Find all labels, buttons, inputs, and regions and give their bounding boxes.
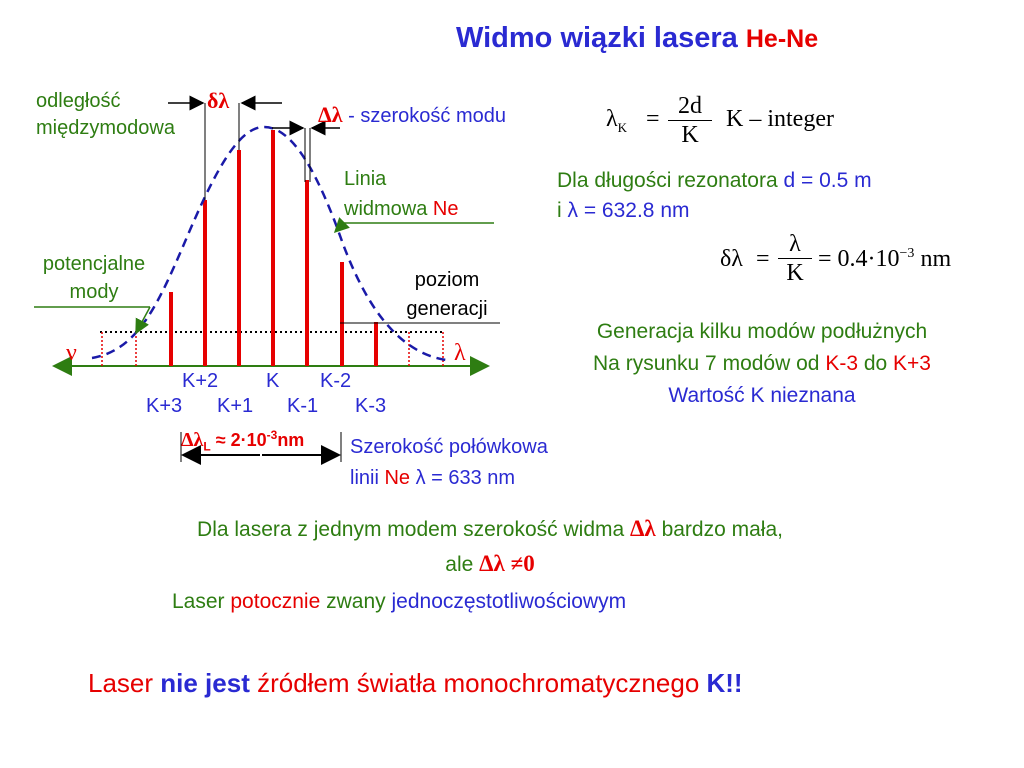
formula1-fraction: 2d K bbox=[668, 92, 712, 149]
mode-width-text: - szerokość modu bbox=[342, 105, 506, 127]
ne-line-label-line1: Linia bbox=[344, 168, 387, 190]
formula1-lhs-sub: K bbox=[617, 119, 628, 135]
formula2-num: λ bbox=[778, 230, 812, 259]
laser-line-accent: potocznie bbox=[230, 590, 321, 613]
ne-line-label-accent: Ne bbox=[432, 198, 459, 220]
mode-label: K-3 bbox=[355, 395, 387, 417]
mode-spacing-label-line1: odległość bbox=[36, 90, 121, 112]
formula2-lhs: δλ bbox=[720, 246, 743, 272]
single-mode-line1-prefix: Dla lasera z jednym modem szerokość widm… bbox=[197, 518, 631, 541]
ne-line-label-line2: widmowa bbox=[344, 198, 433, 220]
mode-label: K bbox=[266, 370, 280, 392]
mode-spacing-label: odległość międzymodowa bbox=[36, 88, 175, 142]
generation-line3: Wartość K nieznana bbox=[668, 384, 856, 407]
mode-label: K+1 bbox=[217, 395, 254, 417]
generation-line2-to: K+3 bbox=[893, 352, 931, 375]
formula2-fraction: λ K bbox=[778, 230, 812, 287]
formula2-den: K bbox=[786, 260, 804, 286]
halfwidth-label: Szerokość połówkowa linii Ne λ = 633 nm bbox=[350, 432, 548, 494]
conclusion-end: K!! bbox=[706, 668, 743, 698]
halfwidth-line2-accent: Ne bbox=[384, 467, 411, 489]
single-mode-line1-suffix: bardzo mała, bbox=[655, 518, 783, 541]
conclusion-bold: nie jest bbox=[160, 668, 250, 698]
ne-gain-curve bbox=[91, 125, 447, 362]
formula2-unit: nm bbox=[914, 246, 952, 272]
linewidth-unit: nm bbox=[277, 430, 305, 450]
generation-line1: Generacja kilku modów podłużnych bbox=[596, 320, 928, 343]
halfwidth-line1: Szerokość połówkowa bbox=[350, 436, 548, 458]
formula2-rhs: = 0.4·10 bbox=[818, 246, 900, 272]
formula2-eq: = bbox=[756, 246, 770, 272]
mode-label: K-2 bbox=[320, 370, 352, 392]
title-text: Widmo wiązki lasera bbox=[456, 22, 738, 54]
resonator-line1-value: d = 0.5 m bbox=[783, 169, 872, 192]
generation-level-label: poziom generacji bbox=[390, 266, 504, 324]
mode-spacing-label-line2: międzymodowa bbox=[36, 117, 175, 139]
lambda-symbol: λ bbox=[454, 340, 466, 366]
resonator-line1-prefix: Dla długości rezonatora bbox=[557, 169, 784, 192]
mode-width-symbol: Δλ bbox=[318, 102, 343, 127]
conclusion-rest: źródłem światła monochromatycznego bbox=[249, 668, 707, 698]
ne-line-label: Linia widmowa Ne bbox=[344, 164, 459, 224]
formula1-note: K – integer bbox=[726, 106, 834, 132]
potential-modes-line1: potencjalne bbox=[42, 253, 146, 275]
nu-symbol: ν bbox=[66, 340, 77, 366]
conclusion-prefix: Laser bbox=[88, 668, 161, 698]
single-mode-line1-symbol: Δλ bbox=[630, 516, 656, 541]
generation-line2-mid: do bbox=[858, 352, 894, 375]
ne-line-callout-arrow bbox=[333, 217, 350, 234]
generation-level-line2: generacji bbox=[406, 298, 488, 320]
delta-small-symbol: δλ bbox=[207, 88, 230, 113]
linewidth-value: ΔλL ≈ 2·10-3nm bbox=[181, 428, 304, 454]
laser-line-prefix: Laser bbox=[172, 590, 231, 613]
linewidth-symbol: Δλ bbox=[181, 429, 204, 451]
single-mode-text: Dla lasera z jednym modem szerokość widm… bbox=[80, 512, 900, 582]
laser-line-mid: zwany bbox=[320, 590, 392, 613]
conclusion-line: Laser nie jest źródłem światła monochrom… bbox=[88, 668, 743, 699]
formula1-den: K bbox=[681, 122, 699, 148]
generation-level-line1: poziom bbox=[414, 269, 480, 291]
halfwidth-line2-rest: λ = 633 nm bbox=[410, 467, 516, 489]
single-mode-line2-prefix: ale bbox=[445, 553, 480, 576]
potential-modes-label: potencjalne mody bbox=[24, 250, 164, 306]
mode-label: K-1 bbox=[287, 395, 319, 417]
linewidth-prefix: ≈ 2·10 bbox=[210, 430, 267, 450]
single-mode-line2-symbol: Δλ ≠0 bbox=[479, 551, 535, 576]
laser-name-line: Laser potocznie zwany jednoczęstotliwośc… bbox=[172, 590, 626, 614]
resonator-line2-value: λ = 632.8 nm bbox=[567, 199, 690, 222]
potential-modes-line2: mody bbox=[69, 281, 119, 303]
linewidth-sub: L bbox=[203, 439, 211, 454]
mode-width-label: Δλ - szerokość modu bbox=[318, 102, 506, 128]
generation-text: Generacja kilku modów podłużnych Na rysu… bbox=[522, 316, 1002, 412]
title-accent: He-Ne bbox=[745, 25, 819, 53]
potential-modes-callout-arrow bbox=[135, 306, 151, 335]
generation-line2-prefix: Na rysunku 7 modów od bbox=[593, 352, 826, 375]
mode-label: K+3 bbox=[146, 395, 183, 417]
formula1-lhs: λ bbox=[606, 106, 618, 132]
formula2-rhs-exp: −3 bbox=[899, 246, 915, 261]
formula-mode-spacing: δλ = λ K = 0.4·10−3 nm bbox=[720, 228, 1000, 294]
formula-wavelength: λK = 2d K K – integer bbox=[606, 92, 866, 152]
resonator-line2-prefix: i bbox=[557, 199, 568, 222]
linewidth-exp: -3 bbox=[266, 428, 278, 442]
page-title: Widmo wiązki lasera He-Ne bbox=[456, 22, 818, 55]
halfwidth-line2-prefix: linii bbox=[350, 467, 385, 489]
mode-label: K+2 bbox=[182, 370, 219, 392]
generation-line2-from: K-3 bbox=[825, 352, 858, 375]
resonator-text: Dla długości rezonatora d = 0.5 m i λ = … bbox=[557, 166, 872, 226]
laser-line-blue: jednoczęstotliwościowym bbox=[391, 590, 627, 613]
formula1-num: 2d bbox=[668, 92, 712, 121]
formula1-eq: = bbox=[646, 106, 660, 132]
